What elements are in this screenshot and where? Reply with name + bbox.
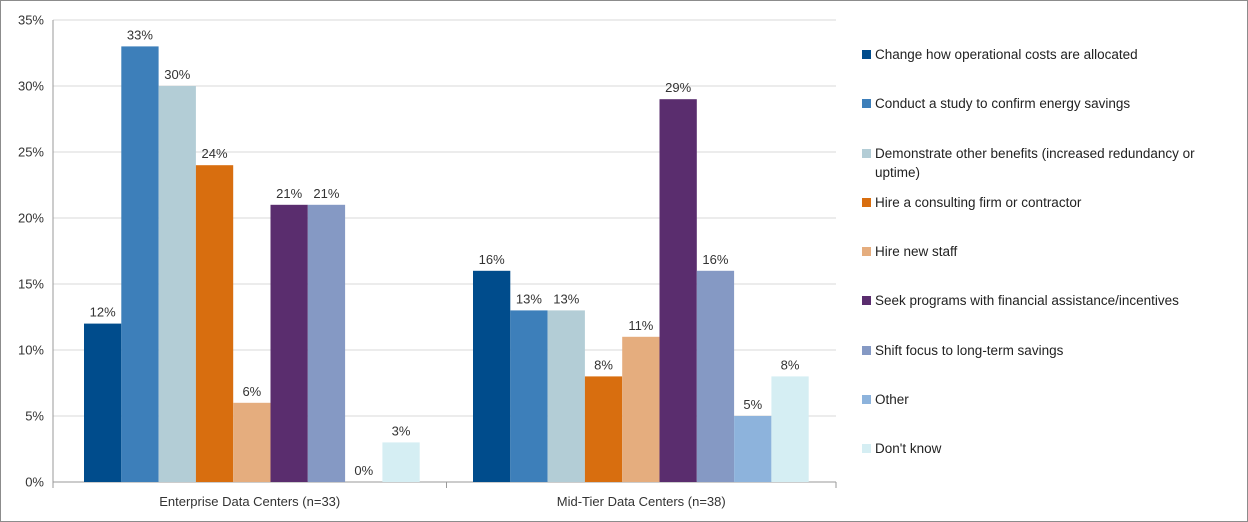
data-label: 29%: [665, 80, 691, 95]
legend-label: Change how operational costs are allocat…: [875, 47, 1138, 62]
legend-label: Demonstrate other benefits (increased re…: [875, 146, 1195, 180]
y-tick-label: 35%: [18, 13, 44, 28]
bar-hire-new-staff: [622, 336, 660, 482]
data-label: 33%: [127, 27, 153, 42]
legend-swatch: [862, 198, 871, 207]
bar-demonstrate-other-benefits-increased-redundancy-or-uptime: [547, 310, 585, 482]
bar-don-t-know: [382, 442, 420, 482]
legend-label: Hire a consulting firm or contractor: [875, 195, 1082, 210]
legend-item: Hire a consulting firm or contractor: [862, 193, 1242, 212]
data-label: 16%: [702, 252, 728, 267]
data-label: 24%: [202, 146, 228, 161]
data-label: 13%: [516, 291, 542, 306]
legend-item: Don't know: [862, 439, 1242, 458]
bar-conduct-a-study-to-confirm-energy-savings: [121, 46, 159, 483]
category-label: Mid-Tier Data Centers (n=38): [557, 494, 726, 509]
legend-item: Other: [862, 390, 1242, 409]
legend-label: Don't know: [875, 441, 942, 456]
bar-seek-programs-with-financial-assistance-incentives: [270, 204, 308, 483]
legend-swatch: [862, 99, 871, 108]
data-label: 21%: [276, 186, 302, 201]
legend-item: Conduct a study to confirm energy saving…: [862, 94, 1242, 113]
legend-swatch: [862, 346, 871, 355]
data-label: 3%: [392, 423, 411, 438]
bar-hire-new-staff: [233, 402, 271, 482]
bar-conduct-a-study-to-confirm-energy-savings: [510, 310, 548, 482]
data-label: 12%: [90, 305, 116, 320]
bar-demonstrate-other-benefits-increased-redundancy-or-uptime: [158, 86, 196, 482]
bar-hire-a-consulting-firm-or-contractor: [584, 376, 623, 482]
legend-item: Seek programs with financial assistance/…: [862, 291, 1242, 310]
legend-item: Demonstrate other benefits (increased re…: [862, 144, 1242, 182]
data-label: 0%: [354, 463, 373, 478]
data-label: 13%: [553, 291, 579, 306]
data-label: 5%: [743, 397, 762, 412]
y-tick-label: 5%: [25, 409, 44, 424]
legend-label: Conduct a study to confirm energy saving…: [875, 96, 1131, 111]
data-label: 16%: [479, 252, 505, 267]
data-label: 8%: [594, 357, 613, 372]
y-tick-label: 15%: [18, 277, 44, 292]
legend-swatch: [862, 395, 871, 404]
bar-shift-focus-to-long-term-savings: [307, 204, 346, 483]
y-tick-label: 30%: [18, 79, 44, 94]
y-tick-label: 0%: [25, 475, 44, 490]
data-label: 30%: [164, 67, 190, 82]
bar-don-t-know: [771, 376, 809, 482]
y-tick-label: 10%: [18, 343, 44, 358]
bar-hire-a-consulting-firm-or-contractor: [195, 165, 234, 482]
legend-swatch: [862, 50, 871, 59]
legend-item: Shift focus to long-term savings: [862, 341, 1242, 360]
data-label: 6%: [242, 384, 261, 399]
bar-shift-focus-to-long-term-savings: [696, 270, 735, 482]
bar-other: [734, 416, 772, 482]
legend-label: Hire new staff: [875, 244, 958, 259]
legend-swatch: [862, 444, 871, 453]
legend-label: Other: [875, 392, 909, 407]
legend-item: Change how operational costs are allocat…: [862, 45, 1242, 64]
legend-swatch: [862, 296, 871, 305]
legend-label: Shift focus to long-term savings: [875, 343, 1064, 358]
data-label: 21%: [313, 186, 339, 201]
legend-swatch: [862, 149, 871, 158]
data-label: 11%: [628, 318, 653, 333]
legend-item: Hire new staff: [862, 242, 1242, 261]
bar-change-how-operational-costs-are-allocated: [84, 323, 122, 482]
legend-label: Seek programs with financial assistance/…: [875, 293, 1179, 308]
bar-seek-programs-with-financial-assistance-incentives: [659, 99, 697, 482]
y-tick-label: 25%: [18, 145, 44, 160]
legend-swatch: [862, 247, 871, 256]
y-tick-label: 20%: [18, 211, 44, 226]
bar-change-how-operational-costs-are-allocated: [473, 270, 511, 482]
category-label: Enterprise Data Centers (n=33): [159, 494, 340, 509]
data-label: 8%: [781, 357, 800, 372]
